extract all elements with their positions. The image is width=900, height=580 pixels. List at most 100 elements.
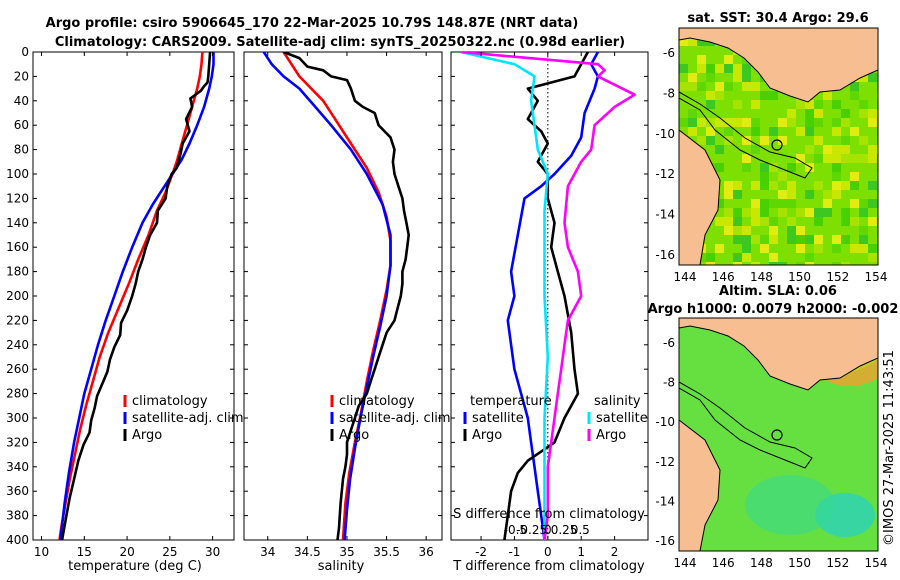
sst-grid-cell [760,136,769,145]
sst-grid-cell [733,64,742,73]
legend-satellite-adj-clim: satellite-adj. clim [132,411,244,426]
map-y-tick-label: -16 [655,534,675,548]
sst-grid-cell [679,82,688,91]
sst-grid-cell [769,136,778,145]
sst-grid-cell [760,91,769,100]
sst-grid-cell [742,100,751,109]
sst-grid-cell [715,217,724,226]
s-diff-tick-label: 0.25 [551,523,578,537]
sst-grid-cell [724,226,733,235]
sst-grid-cell [742,253,751,262]
sst-grid-cell [724,199,733,208]
sst-grid-cell [724,181,733,190]
sst-grid-cell [832,235,841,244]
sst-argo-position [771,139,783,151]
sst-grid-cell [697,127,706,136]
map-y-tick-label: -12 [655,455,675,469]
sst-grid-cell [832,163,841,172]
s-diff-tick-label: -0.5 [504,523,527,537]
s-difference-xlabel: S difference from climatology [453,507,645,522]
sst-grid-cell [796,226,805,235]
sst-grid-cell [688,118,697,127]
sst-grid-cell [715,118,724,127]
sst-grid-cell [742,244,751,253]
sst-grid-cell [787,118,796,127]
legend-t-satellite: satellite [472,411,524,426]
sst-grid-cell [868,217,877,226]
map-y-tick-label: -16 [655,248,675,262]
sst-grid-cell [868,73,877,82]
sst-grid-cell [760,82,769,91]
sst-grid-cell [823,199,832,208]
sst-grid-cell [832,136,841,145]
sst-grid-cell [868,181,877,190]
salinity-axes [243,51,443,541]
temperature-legend: climatology satellite-adj. clim Argo [123,394,244,443]
sst-grid-cell [742,64,751,73]
sst-grid-cell [796,100,805,109]
sst-grid-cell [841,109,850,118]
sst-grid-cell [751,100,760,109]
sst-grid-cell [832,262,841,265]
sst-grid-cell [724,82,733,91]
sst-grid-cell [850,82,859,91]
map-y-tick-label: -6 [663,336,675,350]
sst-grid-cell [868,91,877,100]
y-tick-label: 140 [6,216,29,230]
map-y-tick-label: -10 [655,127,675,141]
sst-grid-cell [832,127,841,136]
sst-grid-cell [868,154,877,163]
sst-grid-cell [796,244,805,253]
sst-grid-cell [760,208,769,217]
sst-grid-cell [787,181,796,190]
sst-grid-cell [859,226,868,235]
sst-grid-cell [715,127,724,136]
sst-grid-cell [715,253,724,262]
sst-grid-cell [715,91,724,100]
y-tick-label: 160 [6,240,29,254]
sst-grid-cell [769,199,778,208]
x-tick-label: 25 [162,545,177,559]
sst-grid-cell [805,262,814,265]
sst-grid-cell [706,253,715,262]
sst-grid-cell [706,55,715,64]
sst-grid-cell [724,118,733,127]
sst-grid-cell [832,145,841,154]
sst-grid-cell [760,163,769,172]
sst-grid-cell [859,208,868,217]
sst-grid-cell [868,109,877,118]
sst-grid-cell [787,100,796,109]
x-tick-label: 36 [419,545,434,559]
sst-grid-cell [697,64,706,73]
sst-grid-cell [724,64,733,73]
sst-grid-cell [832,100,841,109]
map-x-tick-label: 146 [712,270,735,284]
sst-grid-cell [751,82,760,91]
series-line-t-argo [503,52,590,540]
sst-grid-cell [841,118,850,127]
map-x-tick-label: 150 [788,556,811,570]
sst-grid-cell [814,262,823,265]
sst-grid-cell [724,109,733,118]
sst-grid-cell [724,190,733,199]
sla-map-title-1: Altim. SLA: 0.06 [719,284,837,299]
sst-grid-cell [868,118,877,127]
sst-grid-cell [841,217,850,226]
y-tick-label: 320 [6,435,29,449]
sst-grid-cell [697,118,706,127]
temperature-plot [58,52,215,540]
sst-grid-cell [742,181,751,190]
y-tick-label: 120 [6,191,29,205]
sst-grid-cell [706,91,715,100]
sst-grid-cell [823,154,832,163]
sst-grid-cell [859,244,868,253]
y-tick-label: 100 [6,167,29,181]
sst-grid-cell [823,190,832,199]
legend-s-satellite: satellite [596,411,648,426]
sst-grid-cell [805,127,814,136]
sla-land-north [679,318,878,391]
sst-grid-cell [760,244,769,253]
sst-grid-cell [778,208,787,217]
sst-grid-cell [841,154,850,163]
map-y-tick-label: -8 [663,376,675,390]
